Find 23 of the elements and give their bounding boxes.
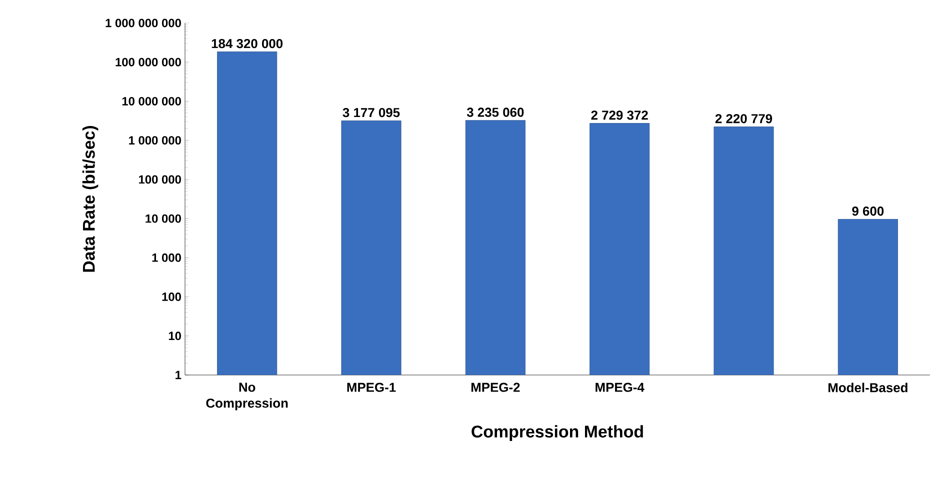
y-tick-label: 100: [162, 292, 181, 301]
x-tick-label: Model-Based: [828, 382, 908, 392]
y-tick-label: 1: [176, 370, 182, 380]
x-tick-label: MPEG-2: [471, 382, 520, 392]
data-label: 2 729 372: [591, 110, 648, 120]
y-tick-label: 10: [168, 332, 181, 340]
x-tick-label: MPEG-4: [596, 382, 644, 392]
x-axis-title: Compression Method: [472, 425, 643, 441]
y-tick-label: 100 000 000: [116, 58, 181, 66]
data-label: 3 177 095: [342, 108, 400, 118]
y-tick-label: 10 000: [146, 214, 181, 223]
data-label: 2 220 779: [715, 114, 772, 124]
y-tick-label: 10 000 000: [122, 96, 181, 106]
x-tick-label: No Compression: [206, 382, 288, 410]
data-label: 3 235 060: [466, 108, 524, 117]
y-tick-label: 100 000: [139, 175, 181, 184]
x-tick-label: MPEG-1: [347, 382, 396, 392]
data-label: 184 320 000: [212, 39, 283, 48]
y-axis-title: Data Rate (bit/sec): [82, 126, 98, 272]
y-tick-label: 1 000: [152, 253, 181, 262]
y-tick-label: 1 000 000 000: [106, 18, 181, 28]
y-tick-label: 1 000 000: [129, 136, 181, 145]
data-label: 9 600: [852, 206, 884, 216]
